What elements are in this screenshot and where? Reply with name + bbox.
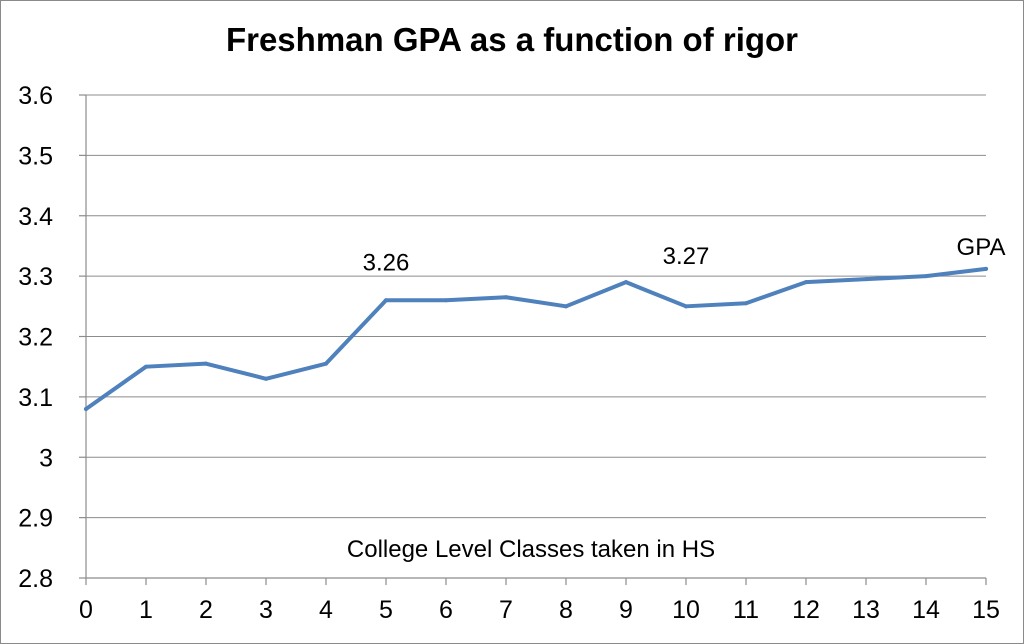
y-tick-label: 3.5 [18,142,53,170]
data-label: 3.27 [663,243,710,270]
x-tick-label: 13 [852,596,880,624]
y-tick-label: 2.9 [18,505,53,533]
data-point [264,376,268,381]
y-tick-label: 3.2 [18,324,53,352]
series-line-gpa [84,266,988,411]
x-tick-label: 11 [733,596,759,624]
data-point [564,304,568,309]
data-label: 3.26 [363,249,410,276]
x-tick-label: 0 [79,596,93,624]
axes [79,94,987,585]
chart-title: Freshman GPA as a function of rigor [226,21,798,58]
y-tick-label: 3.1 [18,384,53,412]
data-point [144,364,148,369]
x-tick-label: 7 [499,596,513,624]
data-point [504,295,508,300]
data-point [984,266,988,271]
data-point [384,298,388,303]
data-point [444,298,448,303]
x-tick-label: 4 [319,596,333,624]
y-tick-label: 3 [39,444,53,472]
series-name-label: GPA [957,234,1006,261]
data-point [684,304,688,309]
y-axis-tick-labels: 2.8 2.9 3 3.1 3.2 3.3 3.4 3.5 3.6 [18,82,53,593]
data-point [744,301,748,306]
x-tick-label: 15 [972,596,1000,624]
data-point [924,274,928,279]
y-tick-label: 3.4 [18,203,53,231]
data-point [864,277,868,282]
x-tick-label: 3 [259,596,273,624]
x-tick-label: 9 [619,596,633,624]
x-tick-label: 12 [792,596,820,624]
x-tick-label: 14 [912,596,940,624]
data-annotations: 3.26 3.27 GPA [363,234,1006,276]
x-tick-label: 6 [439,596,453,624]
y-tick-label: 2.8 [18,565,53,593]
series-layer [84,266,988,411]
data-point [324,361,328,366]
data-point [84,406,88,411]
data-point [204,361,208,366]
x-tick-label: 8 [559,596,573,624]
y-tick-label: 3.6 [18,82,53,110]
x-tick-label: 5 [379,596,393,624]
x-tick-label: 2 [199,596,213,624]
gridlines [86,94,986,519]
x-axis-label: College Level Classes taken in HS [347,536,715,563]
x-tick-label: 10 [672,596,700,624]
x-axis-tick-labels: 0 1 2 3 4 5 6 7 8 9 10 11 12 13 14 15 [79,596,1000,624]
x-tick-label: 1 [139,596,153,624]
y-tick-label: 3.3 [18,263,53,291]
data-point [624,280,628,285]
data-point [804,280,808,285]
